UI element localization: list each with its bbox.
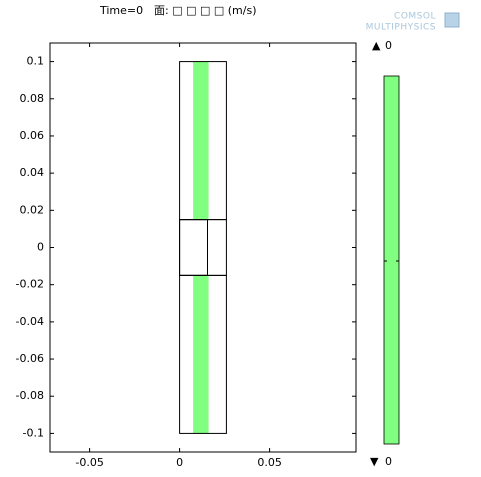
x-tick-label: 0.05: [257, 456, 282, 469]
y-tick-label: 0.1: [27, 55, 45, 68]
logo-text: COMSOL: [394, 12, 436, 22]
max-arrow: ▲: [372, 39, 381, 52]
y-tick-label: -0.06: [16, 352, 44, 365]
y-tick-label: -0.02: [16, 278, 44, 291]
chart-title: Time=0: [99, 4, 143, 17]
y-tick-label: 0.04: [20, 166, 45, 179]
colorbar-max-label: 0: [385, 39, 392, 52]
y-tick-label: -0.1: [23, 426, 44, 439]
colorbar-min-label: 0: [385, 455, 392, 468]
geometry-boundary: [179, 219, 209, 276]
y-tick-label: 0.08: [20, 92, 45, 105]
colorbar: [383, 75, 400, 445]
logo-icon: [444, 12, 460, 28]
y-tick-label: -0.04: [16, 315, 44, 328]
x-tick-label: -0.05: [75, 456, 103, 469]
y-tick-label: 0.02: [20, 203, 45, 216]
min-arrow: ▼: [370, 455, 379, 468]
x-tick-label: 0: [176, 456, 183, 469]
logo-text: MULTIPHYSICS: [366, 23, 436, 33]
y-tick-label: 0: [37, 241, 44, 254]
geometry-boundary: [179, 219, 227, 276]
y-tick-label: 0.06: [20, 129, 45, 142]
surface-region: [193, 275, 209, 434]
y-tick-label: -0.08: [16, 389, 44, 402]
surface-region: [193, 61, 209, 220]
chart-subtitle: 面: □ □ □ □ (m/s): [154, 4, 257, 17]
